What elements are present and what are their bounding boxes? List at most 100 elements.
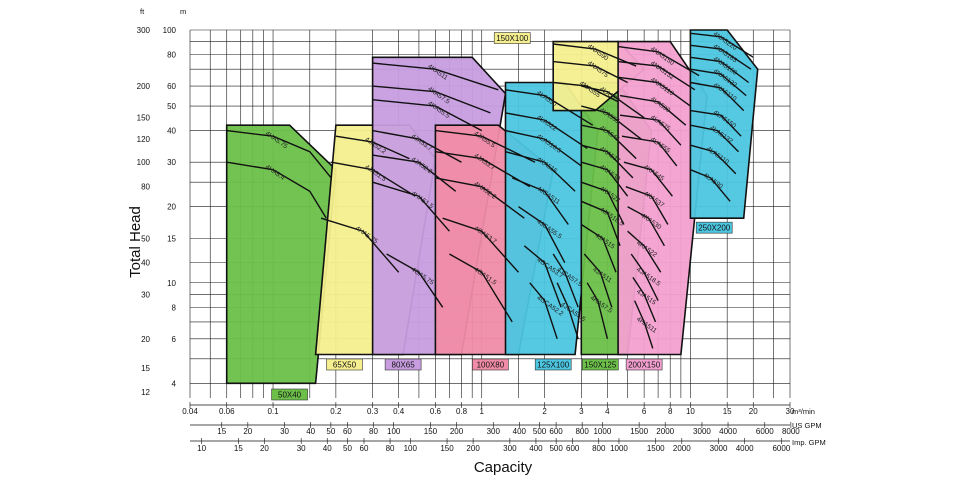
curve-4ha5.75 (226, 129, 332, 179)
x-tick-label-usgpm: 30 (280, 427, 289, 436)
x-tick-label-usgpm: 6000 (756, 427, 774, 436)
curve-4ka522 (627, 230, 662, 273)
x-tick-label-usgpm: 60 (343, 427, 352, 436)
x-tick-label-m3min: 0.8 (456, 407, 468, 416)
x-tick-label-m3min: 6 (642, 407, 647, 416)
curve-4ka515 (505, 151, 576, 192)
x-tick-label-usgpm: 15 (217, 427, 226, 436)
series-regions (225, 29, 759, 385)
y-tick-label-m: 15 (167, 234, 176, 243)
x-tick-label-usgpm: 20 (243, 427, 252, 436)
y-unit-m: m (180, 7, 186, 16)
x-tick-label-impgpm: 400 (529, 444, 543, 453)
series-tag-label: 65X50 (333, 361, 357, 370)
series-tag-label: 100X80 (477, 361, 505, 370)
curve-4la5150 (690, 109, 742, 137)
x-tick-label-usgpm: 100 (387, 427, 401, 436)
x-tick-label-usgpm: 300 (487, 427, 501, 436)
y-unit-ft: ft (140, 7, 145, 16)
y-tick-label-ft: 200 (137, 82, 151, 91)
x-tick-label-m3min: 1 (480, 407, 485, 416)
curve-4gca53.7 (523, 245, 562, 308)
curve-4ka522 (581, 181, 625, 225)
series-tag-box (472, 358, 509, 371)
y-tick-label-m: 4 (172, 379, 177, 388)
series-tag-box (384, 358, 422, 371)
x-tick-label-impgpm: 3000 (710, 444, 728, 453)
curve-4na590 (553, 43, 637, 67)
curve-4ka545 (623, 161, 673, 197)
curve-4la590 (619, 94, 687, 126)
series-tag-box (271, 388, 308, 401)
curve-4ja51.5 (331, 161, 416, 197)
y-axis-title: Total Head (127, 206, 144, 278)
x-tick-label-impgpm: 60 (360, 444, 369, 453)
curve-4ha52.2 (435, 177, 525, 219)
y-tick-label-ft: 40 (141, 259, 150, 268)
y-tick-label-m: 80 (167, 50, 176, 59)
series-tag-label: 250X200 (698, 224, 731, 233)
x-tick-label-usgpm: 8000 (782, 427, 800, 436)
x-tick-label-m3min: 15 (723, 407, 732, 416)
series-tag-label: 150X125 (584, 361, 617, 370)
x-tick-label-usgpm: 1500 (630, 427, 648, 436)
curve-4la545 (581, 124, 637, 160)
x-tick-label-impgpm: 600 (566, 444, 580, 453)
y-tick-label-ft: 80 (141, 183, 150, 192)
x-tick-label-m3min: 30 (786, 407, 795, 416)
y-tick-label-ft: 30 (141, 290, 150, 299)
y-tick-label-ft: 50 (141, 234, 150, 243)
curve-4ka511 (372, 62, 499, 91)
y-tick-label-ft: 300 (137, 26, 151, 35)
series-tag-label: 200X150 (628, 361, 661, 370)
curve-4na5132 (618, 60, 696, 91)
x-tick-label-impgpm: 150 (440, 444, 454, 453)
curve-4la5132 (690, 124, 739, 153)
x-tick-label-usgpm: 2000 (656, 427, 674, 436)
curve-4ja53.7 (372, 129, 462, 163)
y-tick-label-m: 10 (167, 279, 176, 288)
curve-4ka530 (581, 161, 629, 197)
curve-4ja515 (580, 223, 617, 273)
x-tick-label-usgpm: 4000 (719, 427, 737, 436)
curve-4ja511 (583, 253, 613, 308)
x-tick-label-usgpm: 600 (549, 427, 563, 436)
y-tick-label-m: 50 (167, 102, 176, 111)
y-tick-label-m: 30 (167, 158, 176, 167)
x-tick-label-usgpm: 150 (424, 427, 438, 436)
x-tick-label-m3min: 0.1 (267, 407, 279, 416)
curve-4ja52.2 (335, 135, 410, 160)
x-tick-label-m3min: 2 (542, 407, 547, 416)
x-tick-label-m3min: 10 (686, 407, 695, 416)
curve-4ga51.5 (449, 253, 513, 323)
x-tick-label-usgpm: 80 (369, 427, 378, 436)
x-tick-label-usgpm: 500 (533, 427, 547, 436)
x-tick-label-impgpm: 40 (323, 444, 332, 453)
series-tag-box (625, 358, 663, 371)
x-unit-m3min: m³/min (792, 407, 815, 416)
curve-4ja515 (632, 277, 657, 323)
x-tick-label-m3min: 20 (749, 407, 758, 416)
curve-4ha57.5 (586, 282, 609, 339)
x-axis-title: Capacity (474, 459, 533, 476)
y-tick-label-ft: 15 (141, 364, 150, 373)
curve-4na5150 (690, 56, 750, 84)
series-tag-box (534, 358, 572, 371)
curve-4ga5.75 (386, 253, 444, 308)
x-tick-label-usgpm: 50 (326, 427, 335, 436)
x-tick-label-impgpm: 20 (260, 444, 269, 453)
x-tick-label-impgpm: 300 (503, 444, 517, 453)
curve-4la575 (619, 114, 682, 146)
x-tick-label-m3min: 0.06 (219, 407, 235, 416)
x-tick-label-m3min: 0.04 (182, 407, 198, 416)
curve-4ka537 (625, 186, 669, 225)
curve-4ja55.5 (435, 129, 536, 163)
x-tick-label-m3min: 0.4 (393, 407, 405, 416)
curve-4ja518.5 (581, 200, 621, 247)
x-tick-label-impgpm: 30 (297, 444, 306, 453)
curve-4ha51.5 (372, 181, 450, 232)
x-tick-label-m3min: 0.6 (430, 407, 442, 416)
x-tick-label-usgpm: 1000 (593, 427, 611, 436)
curve-4la555 (621, 135, 678, 167)
